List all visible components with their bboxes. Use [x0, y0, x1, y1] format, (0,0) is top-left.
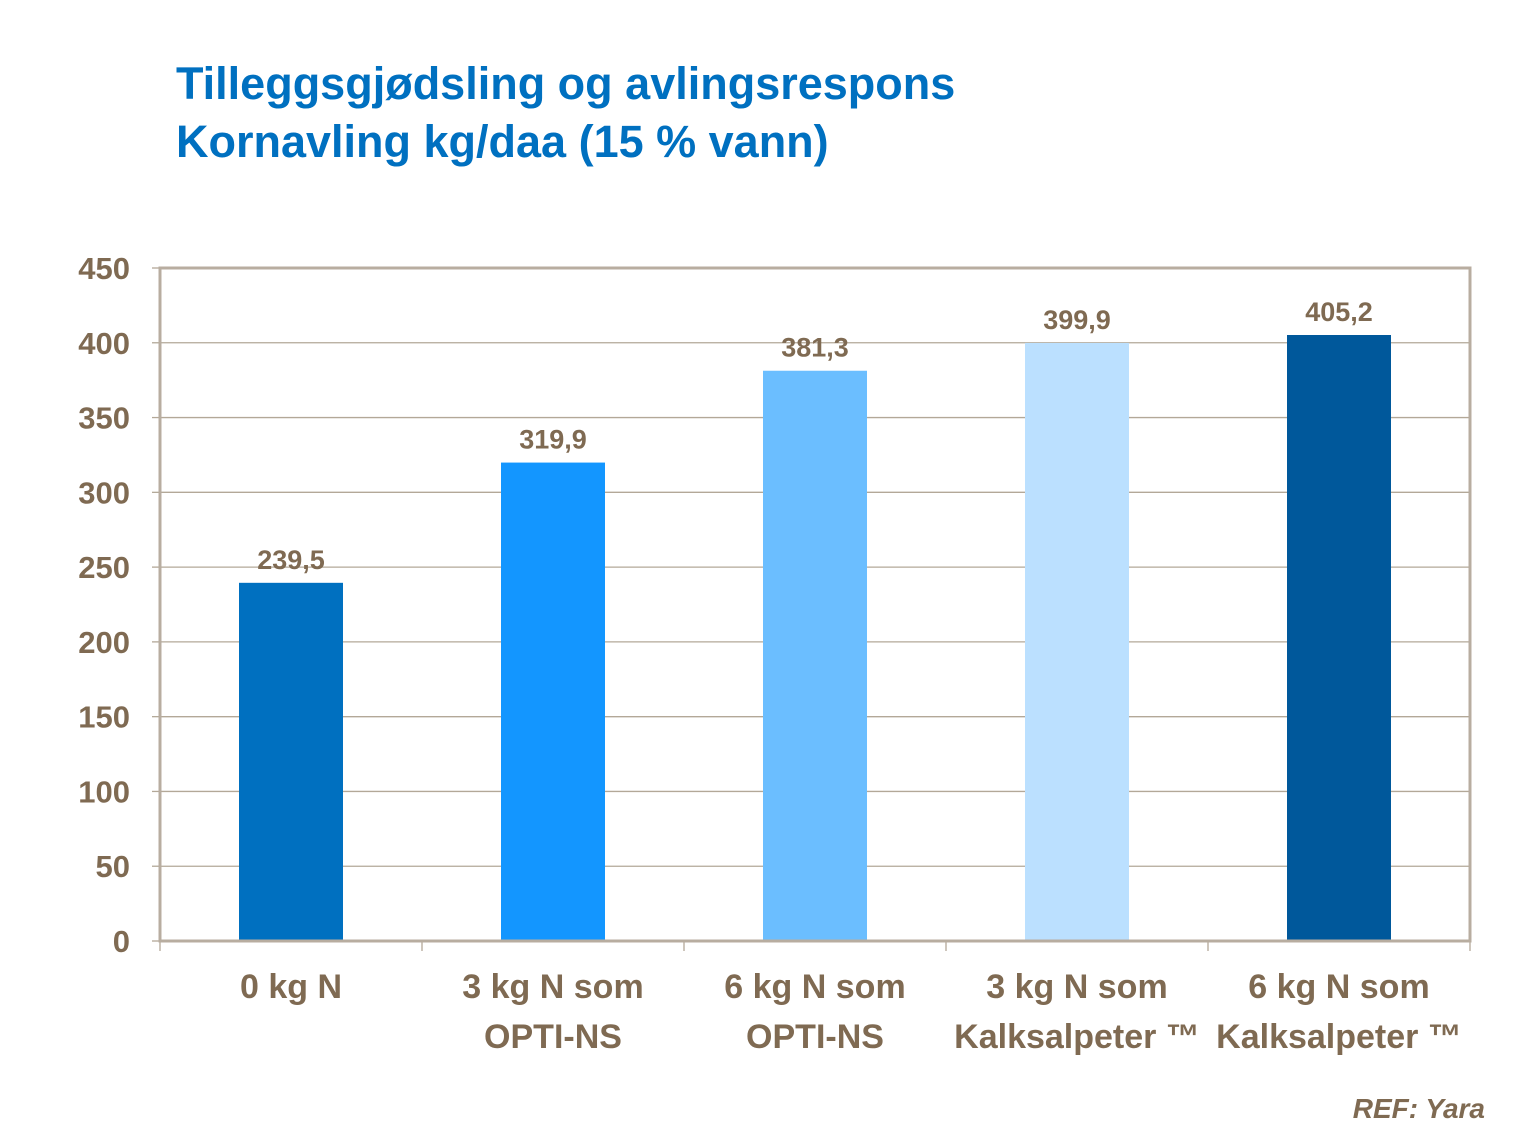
- reference-note: REF: Yara: [1352, 1093, 1485, 1124]
- x-tick-label: 0 kg N: [240, 968, 342, 1006]
- y-tick-label: 300: [78, 475, 130, 510]
- data-label: 399,9: [1043, 305, 1111, 335]
- x-tick-label: Kalksalpeter ™: [1216, 1018, 1462, 1056]
- y-tick-label: 200: [78, 625, 130, 660]
- x-tick-label: 6 kg N som: [1248, 968, 1429, 1006]
- data-label: 405,2: [1305, 297, 1373, 327]
- y-tick-label: 0: [113, 924, 130, 959]
- bar: [1287, 335, 1391, 942]
- y-tick-label: 450: [78, 251, 130, 286]
- data-label: 381,3: [781, 333, 849, 363]
- y-tick-label: 250: [78, 550, 130, 585]
- x-tick-label: OPTI-NS: [746, 1018, 884, 1056]
- data-label: 239,5: [257, 545, 325, 575]
- y-tick-label: 400: [78, 326, 130, 361]
- plot-area-frame: [158, 266, 1472, 943]
- bar: [501, 462, 605, 941]
- y-tick-label: 350: [78, 401, 130, 436]
- x-tick-label: 6 kg N som: [724, 968, 905, 1006]
- chart-subtitle: Kornavling kg/daa (15 % vann): [176, 116, 829, 167]
- x-tick-label: 3 kg N som: [462, 968, 643, 1006]
- x-tick-label: 3 kg N som: [986, 968, 1167, 1006]
- y-tick-label: 100: [78, 774, 130, 809]
- y-tick-label: 50: [96, 849, 130, 884]
- chart-title: Tilleggsgjødsling og avlingsrespons: [176, 58, 956, 109]
- bar: [1025, 342, 1129, 941]
- data-label: 319,9: [519, 425, 587, 455]
- x-tick-label: OPTI-NS: [484, 1018, 622, 1056]
- x-tick-label: Kalksalpeter ™: [954, 1018, 1200, 1056]
- bar: [763, 370, 867, 942]
- bar: [239, 582, 343, 941]
- y-tick-label: 150: [78, 700, 130, 735]
